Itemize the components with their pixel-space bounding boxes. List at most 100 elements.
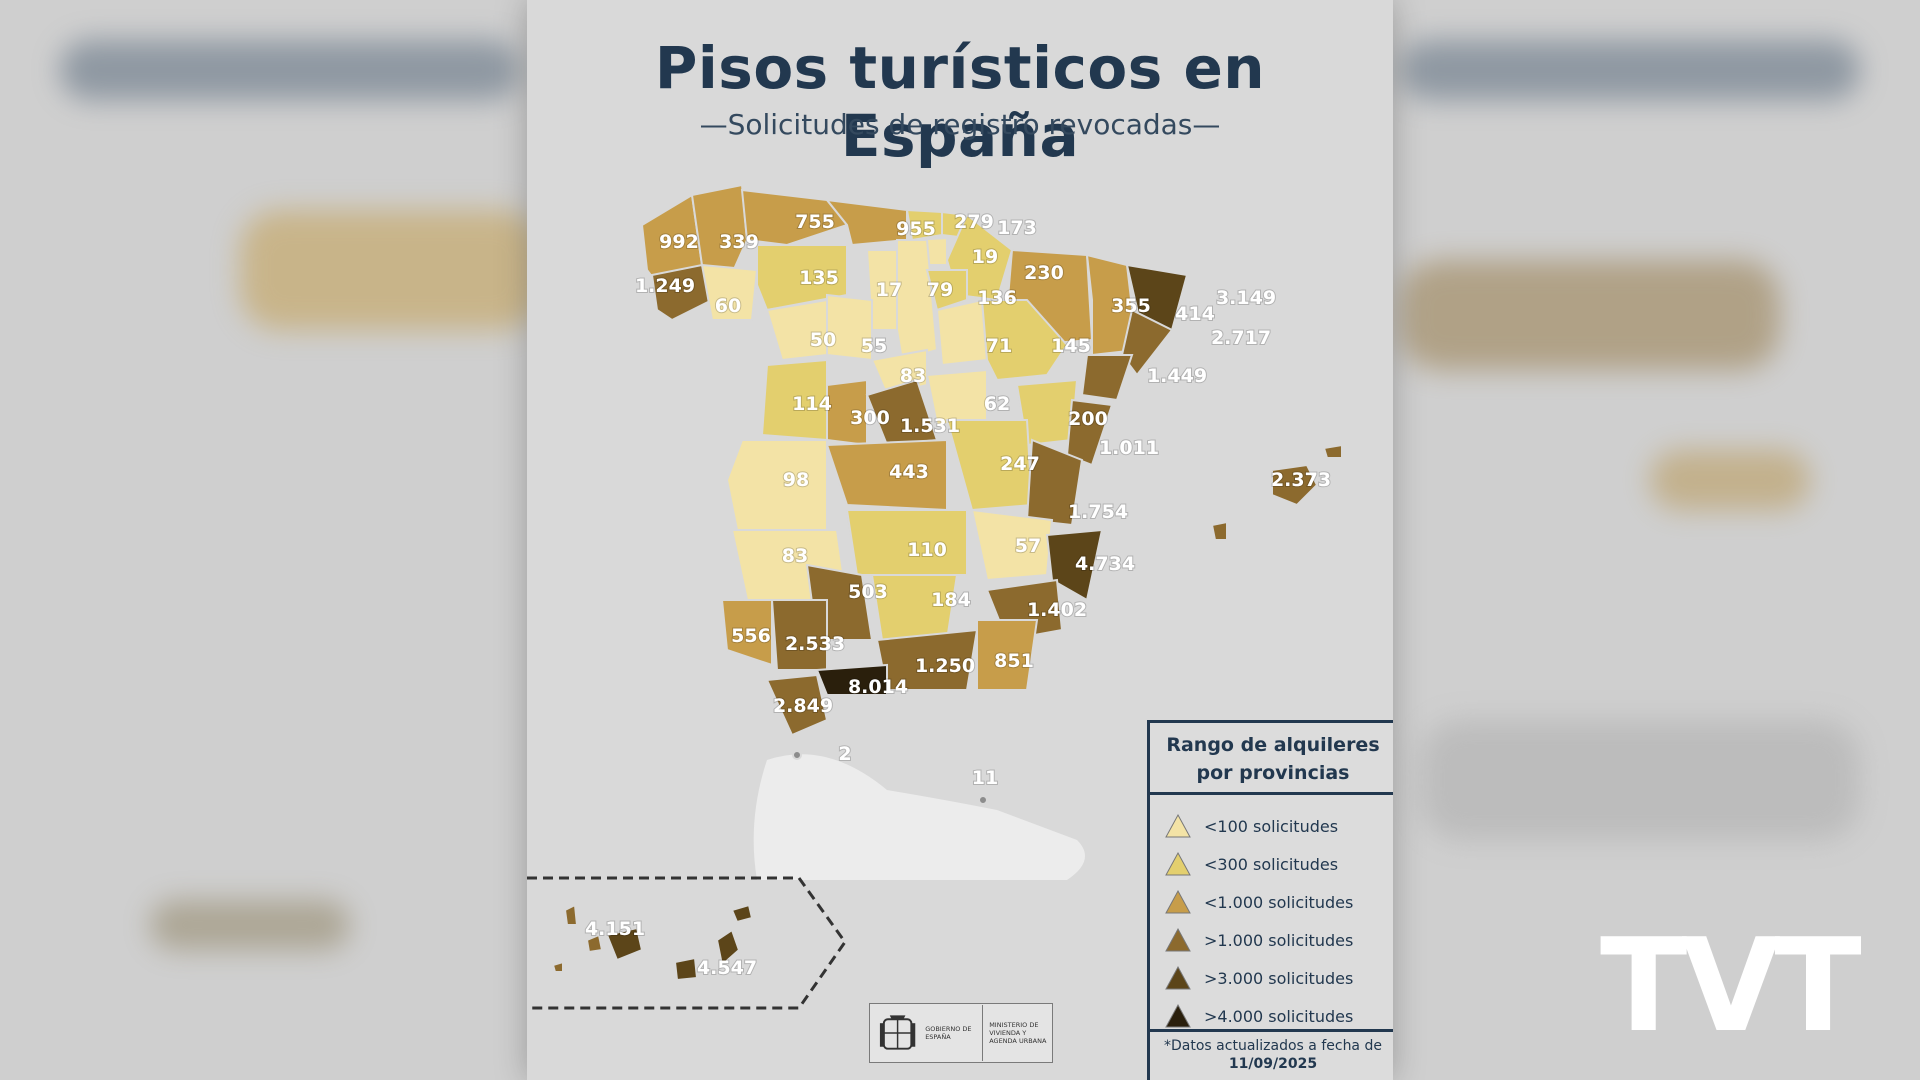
legend-item: <100 solicitudes (1164, 811, 1338, 841)
province-canarias-fuerteventura (715, 928, 741, 967)
legend-item: <300 solicitudes (1164, 849, 1338, 879)
value-gipuzkoa: 173 (997, 217, 1037, 239)
value-ourense: 60 (715, 295, 741, 317)
province-tarragona (1080, 354, 1134, 402)
value-madrid: 1.531 (900, 415, 960, 437)
province-cadiz (765, 673, 829, 737)
province-canarias-gran-canaria (673, 956, 699, 982)
province-illes-balears-ibiza (1210, 520, 1228, 541)
province-illes-balears-mallorca (1271, 463, 1319, 507)
value-soria: 71 (986, 335, 1012, 357)
coat-of-arms-icon (879, 1015, 916, 1050)
value-badajoz: 83 (782, 545, 808, 567)
province-alicante (1045, 528, 1104, 602)
value-almeria: 851 (994, 650, 1034, 672)
legend-title: Rango de alquileres por provincias (1150, 723, 1393, 795)
government-logo-left-text: GOBIERNO DE ESPAÑA (925, 1025, 972, 1041)
legend-item-label: <1.000 solicitudes (1204, 892, 1354, 912)
province-ciudad-real (845, 509, 968, 576)
value-la-rioja: 136 (977, 287, 1017, 309)
poster-subtitle: —Solicitudes de registro revocadas— (699, 108, 1221, 141)
province-ceuta (792, 750, 802, 760)
legend-item: <1.000 solicitudes (1164, 887, 1353, 917)
spain-province-map: 992 339 755 955 279 173 19 230 1.249 60 … (527, 183, 1343, 1010)
legend-item: >3.000 solicitudes (1164, 963, 1353, 993)
legend-title-line1: Rango de alquileres (1166, 734, 1380, 756)
poster-title: Pisos turísticos en España (654, 34, 1266, 170)
legend-item-label: <100 solicitudes (1204, 816, 1339, 836)
legend-item-label: >3.000 solicitudes (1204, 968, 1354, 988)
value-ciudad-real: 110 (907, 539, 947, 561)
infographic-poster: Pisos turísticos en España —Solicitudes … (527, 0, 1393, 1080)
value-illes-balears: 2.373 (1271, 469, 1331, 491)
triangle-icon (1165, 889, 1191, 914)
triangle-icon (1165, 813, 1191, 838)
north-africa-shape (753, 754, 1085, 880)
value-valladolid: 55 (861, 335, 887, 357)
legend-item-label: >4.000 solicitudes (1204, 1006, 1354, 1026)
legend-title-line2: por provincias (1196, 762, 1350, 784)
value-a-coruna: 992 (659, 231, 699, 253)
legend-note-text: *Datos actualizados a fecha de (1164, 1038, 1382, 1054)
value-caceres: 98 (783, 469, 809, 491)
province-soria (935, 298, 989, 367)
value-burgos: 79 (927, 279, 953, 301)
province-toledo (825, 438, 948, 512)
legend-item-label: <300 solicitudes (1204, 854, 1339, 874)
province-caceres (725, 439, 828, 531)
value-teruel: 200 (1068, 408, 1108, 430)
value-leon: 135 (799, 267, 839, 289)
value-barcelona: 2.717 (1211, 327, 1271, 349)
province-melilla (978, 795, 988, 805)
value-alicante: 4.734 (1075, 553, 1135, 575)
province-illes-balears-menorca (1322, 443, 1343, 459)
tvt-watermark-logo: TVT (1600, 912, 1862, 1061)
logo-divider (982, 1005, 984, 1061)
province-lugo (690, 183, 749, 287)
value-segovia: 83 (900, 365, 926, 387)
province-pontevedra (650, 263, 714, 322)
canary-islands-inset-frame (527, 876, 847, 1010)
value-guadalajara: 62 (984, 393, 1010, 415)
value-araba: 19 (972, 246, 998, 268)
value-lleida: 414 (1175, 303, 1215, 325)
value-cantabria: 955 (896, 218, 936, 240)
value-murcia: 1.402 (1027, 599, 1087, 621)
value-valencia: 1.754 (1068, 501, 1128, 523)
value-melilla: 11 (972, 767, 998, 789)
value-granada: 1.250 (915, 655, 975, 677)
legend-date: 11/09/2025 (1228, 1056, 1318, 1072)
value-bizkaia: 279 (954, 211, 994, 233)
value-sevilla: 2.533 (785, 633, 845, 655)
value-asturias: 755 (795, 211, 835, 233)
value-salamanca: 114 (792, 393, 832, 415)
value-cordoba: 503 (848, 581, 888, 603)
triangle-icon (1165, 927, 1191, 952)
value-zaragoza: 145 (1051, 335, 1091, 357)
legend-item: >4.000 solicitudes (1164, 1001, 1353, 1031)
province-asturias (740, 188, 849, 247)
legend-item: >1.000 solicitudes (1164, 925, 1353, 955)
province-canarias-el-hierro (551, 960, 564, 973)
province-canarias-la-palma (563, 903, 579, 926)
province-canarias-lanzarote (730, 903, 754, 924)
province-cantabria (824, 198, 908, 247)
triangle-icon (1165, 851, 1191, 876)
value-pontevedra: 1.249 (635, 275, 695, 297)
value-navarra: 230 (1024, 262, 1064, 284)
government-logo: GOBIERNO DE ESPAÑA MINISTERIO DE VIVIEND… (869, 1003, 1053, 1063)
province-barcelona (1120, 308, 1174, 377)
value-castellon: 1.011 (1099, 437, 1159, 459)
value-jaen: 184 (931, 589, 971, 611)
province-canarias-tenerife (605, 926, 644, 962)
value-lugo: 339 (719, 231, 759, 253)
province-valencia (1025, 438, 1084, 527)
value-albacete: 57 (1015, 535, 1041, 557)
province-malaga (815, 663, 888, 696)
legend-item-label: >1.000 solicitudes (1204, 930, 1354, 950)
value-girona: 3.149 (1216, 287, 1276, 309)
province-zaragoza (980, 299, 1069, 382)
value-tarragona: 1.449 (1147, 365, 1207, 387)
value-cuenca: 247 (1000, 453, 1040, 475)
